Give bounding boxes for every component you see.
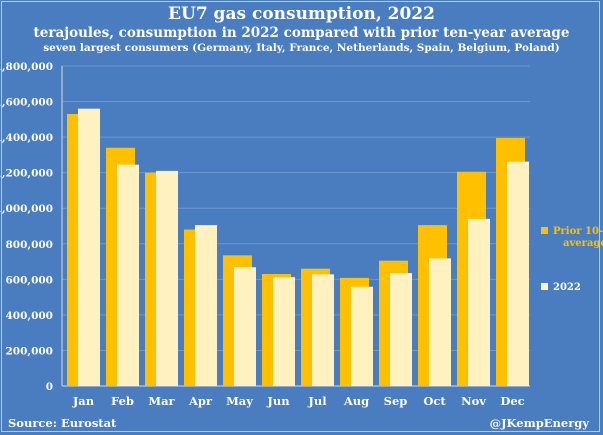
- y-tick-label: 0: [46, 381, 53, 393]
- bar-2022: [429, 258, 451, 386]
- y-tick-label: 800,000: [6, 239, 54, 251]
- bar-2022: [273, 277, 295, 386]
- bar-2022: [351, 286, 373, 386]
- x-tick-label: May: [226, 394, 253, 408]
- bar-2022: [195, 225, 217, 386]
- chart-note: seven largest consumers (Germany, Italy,…: [43, 42, 560, 54]
- source-note: Source: Eurostat: [8, 416, 117, 430]
- y-tick-label: 200,000: [6, 345, 54, 357]
- x-tick-label: Feb: [111, 394, 134, 408]
- chart-title: EU7 gas consumption, 2022: [168, 4, 435, 24]
- x-tick-label: Jul: [307, 394, 327, 408]
- x-tick-label: Nov: [461, 394, 486, 408]
- legend-label-prior-avg-line2: average: [563, 238, 603, 249]
- x-tick-label: Oct: [423, 394, 446, 408]
- legend-label-prior-avg: Prior 10-yr: [553, 226, 603, 237]
- legend-label-2022: 2022: [553, 282, 581, 293]
- x-tick-label: Dec: [500, 394, 524, 408]
- legend-swatch-2022: [541, 283, 548, 290]
- bar-2022: [234, 267, 256, 386]
- x-tick-label: Apr: [188, 394, 213, 408]
- author-credit: @JKempEnergy: [489, 416, 589, 430]
- legend-swatch-prior-avg: [541, 227, 548, 234]
- x-tick-label: Mar: [148, 394, 175, 408]
- y-tick-label: 1,400,000: [0, 132, 53, 144]
- bar-2022: [78, 108, 100, 387]
- bar-2022: [390, 273, 412, 386]
- x-tick-label: Jan: [72, 394, 95, 408]
- x-tick-label: Sep: [384, 394, 408, 408]
- y-tick-label: 1,800,000: [0, 61, 53, 73]
- y-tick-label: 1,000,000: [0, 203, 53, 215]
- bar-2022: [156, 170, 178, 386]
- y-tick-label: 1,200,000: [0, 168, 53, 180]
- y-tick-label: 600,000: [6, 274, 54, 286]
- bar-2022: [117, 164, 139, 386]
- bar-2022: [468, 218, 490, 386]
- bar-2022: [312, 274, 334, 386]
- y-tick-label: 1,600,000: [0, 97, 53, 109]
- bar-2022: [507, 161, 529, 386]
- chart-subtitle: terajoules, consumption in 2022 compared…: [33, 25, 570, 41]
- y-tick-label: 400,000: [6, 310, 54, 322]
- x-tick-label: Aug: [343, 394, 369, 408]
- x-tick-label: Jun: [266, 394, 290, 408]
